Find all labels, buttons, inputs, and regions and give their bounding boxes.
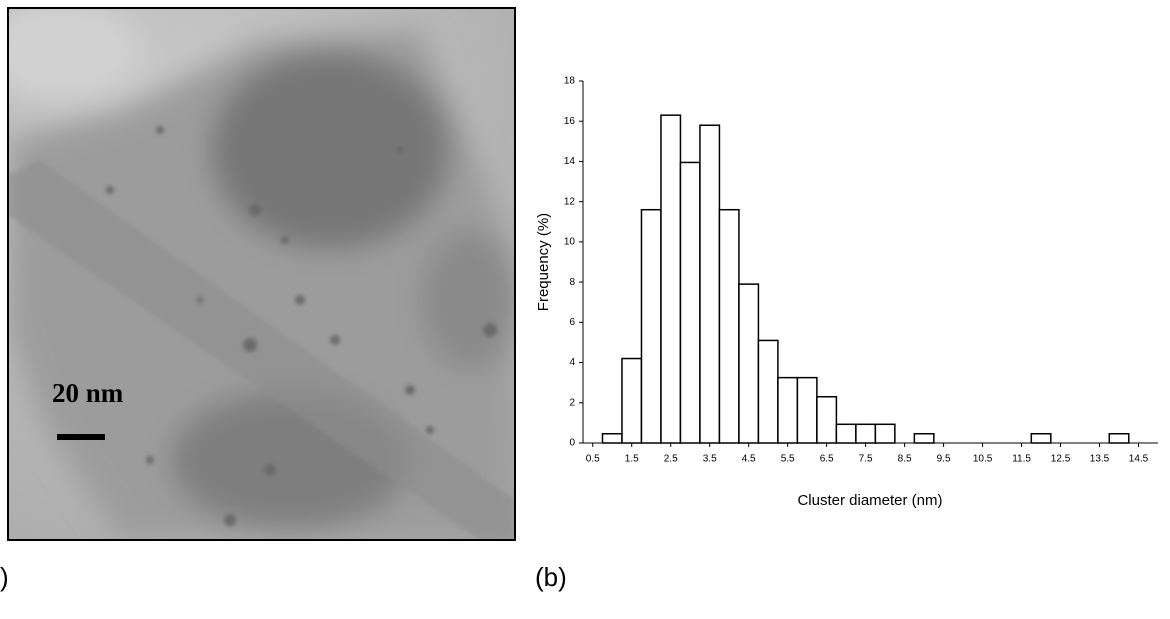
x-tick-label: 6.5 bbox=[820, 454, 834, 465]
bar bbox=[777, 376, 799, 444]
x-tick-label: 9.5 bbox=[937, 454, 951, 465]
x-axis-label: Cluster diameter (nm) bbox=[797, 492, 942, 509]
y-tick-label: 12 bbox=[564, 196, 576, 207]
bar bbox=[738, 283, 760, 444]
bar bbox=[835, 423, 857, 444]
bar bbox=[913, 432, 935, 444]
bar bbox=[679, 161, 701, 444]
y-tick-label: 10 bbox=[564, 237, 576, 248]
bar bbox=[796, 376, 818, 444]
x-tick-label: 11.5 bbox=[1012, 454, 1031, 465]
bar bbox=[718, 208, 740, 444]
bar bbox=[816, 395, 838, 444]
x-tick-label: 3.5 bbox=[703, 454, 717, 465]
bar bbox=[660, 114, 682, 444]
y-tick-label: 16 bbox=[564, 116, 576, 127]
y-tick-label: 14 bbox=[564, 156, 576, 167]
x-tick-label: 4.5 bbox=[742, 454, 756, 465]
x-tick-label: 5.5 bbox=[781, 454, 795, 465]
plot: 0 2 4 6 8 10 12 14 16 18 0.5 1.5 2.5 3.5 4.5 5.5 6.5 7.5 8… bbox=[564, 76, 1158, 465]
y-tick-label: 2 bbox=[569, 397, 575, 408]
x-tick-label: 12.5 bbox=[1051, 454, 1071, 465]
x-tick-label: 2.5 bbox=[664, 454, 678, 465]
x-tick-label: 0.5 bbox=[586, 454, 600, 465]
bar bbox=[855, 423, 877, 444]
x-tick-label: 13.5 bbox=[1090, 454, 1110, 465]
x-tick-label: 14.5 bbox=[1129, 454, 1149, 465]
y-tick-label: 8 bbox=[569, 277, 575, 288]
panel-label: ) bbox=[0, 562, 9, 592]
scale-bar bbox=[57, 434, 105, 440]
bar bbox=[621, 357, 643, 444]
bar bbox=[1030, 432, 1052, 444]
x-tick-label: 1.5 bbox=[625, 454, 639, 465]
panel-label: (b) bbox=[535, 562, 567, 592]
micrograph bbox=[8, 8, 515, 540]
y-tick-label: 6 bbox=[569, 317, 575, 328]
bar bbox=[640, 208, 662, 444]
x-tick-label: 8.5 bbox=[898, 454, 912, 465]
y-tick-label: 0 bbox=[569, 438, 575, 449]
bar bbox=[1108, 432, 1130, 444]
x-tick-label: 7.5 bbox=[859, 454, 873, 465]
y-tick-label: 18 bbox=[564, 76, 576, 87]
micrograph-frame bbox=[7, 7, 516, 541]
bar bbox=[757, 339, 779, 444]
y-axis-label: Frequency (%) bbox=[535, 213, 552, 311]
x-tick-label: 10.5 bbox=[973, 454, 993, 465]
bar bbox=[874, 423, 896, 444]
y-tick-label: 4 bbox=[569, 357, 575, 368]
scale-bar-label: 20 nm bbox=[52, 378, 124, 408]
bar bbox=[699, 124, 721, 444]
bar bbox=[601, 432, 623, 444]
